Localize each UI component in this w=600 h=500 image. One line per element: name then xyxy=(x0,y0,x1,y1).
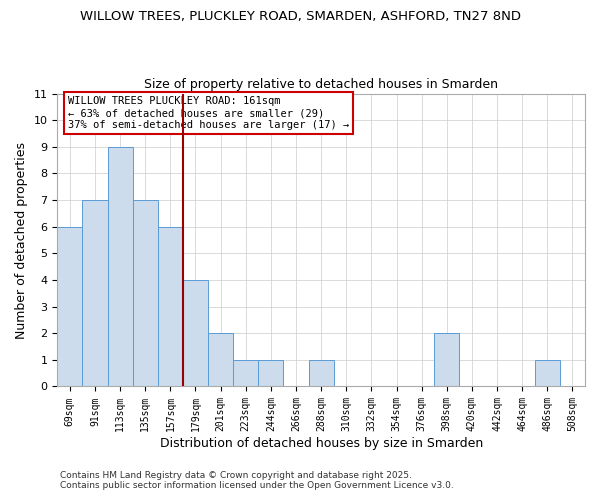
Bar xyxy=(183,280,208,386)
Text: WILLOW TREES, PLUCKLEY ROAD, SMARDEN, ASHFORD, TN27 8ND: WILLOW TREES, PLUCKLEY ROAD, SMARDEN, AS… xyxy=(79,10,521,23)
Bar xyxy=(208,333,233,386)
Bar xyxy=(259,360,283,386)
Text: Contains HM Land Registry data © Crown copyright and database right 2025.
Contai: Contains HM Land Registry data © Crown c… xyxy=(60,470,454,490)
Text: WILLOW TREES PLUCKLEY ROAD: 161sqm
← 63% of detached houses are smaller (29)
37%: WILLOW TREES PLUCKLEY ROAD: 161sqm ← 63%… xyxy=(68,96,349,130)
Y-axis label: Number of detached properties: Number of detached properties xyxy=(15,142,28,338)
Bar xyxy=(434,333,460,386)
Bar xyxy=(133,200,158,386)
Title: Size of property relative to detached houses in Smarden: Size of property relative to detached ho… xyxy=(144,78,498,91)
Bar xyxy=(57,226,82,386)
X-axis label: Distribution of detached houses by size in Smarden: Distribution of detached houses by size … xyxy=(160,437,483,450)
Bar xyxy=(82,200,107,386)
Bar xyxy=(535,360,560,386)
Bar xyxy=(308,360,334,386)
Bar xyxy=(158,226,183,386)
Bar xyxy=(233,360,259,386)
Bar xyxy=(107,147,133,386)
